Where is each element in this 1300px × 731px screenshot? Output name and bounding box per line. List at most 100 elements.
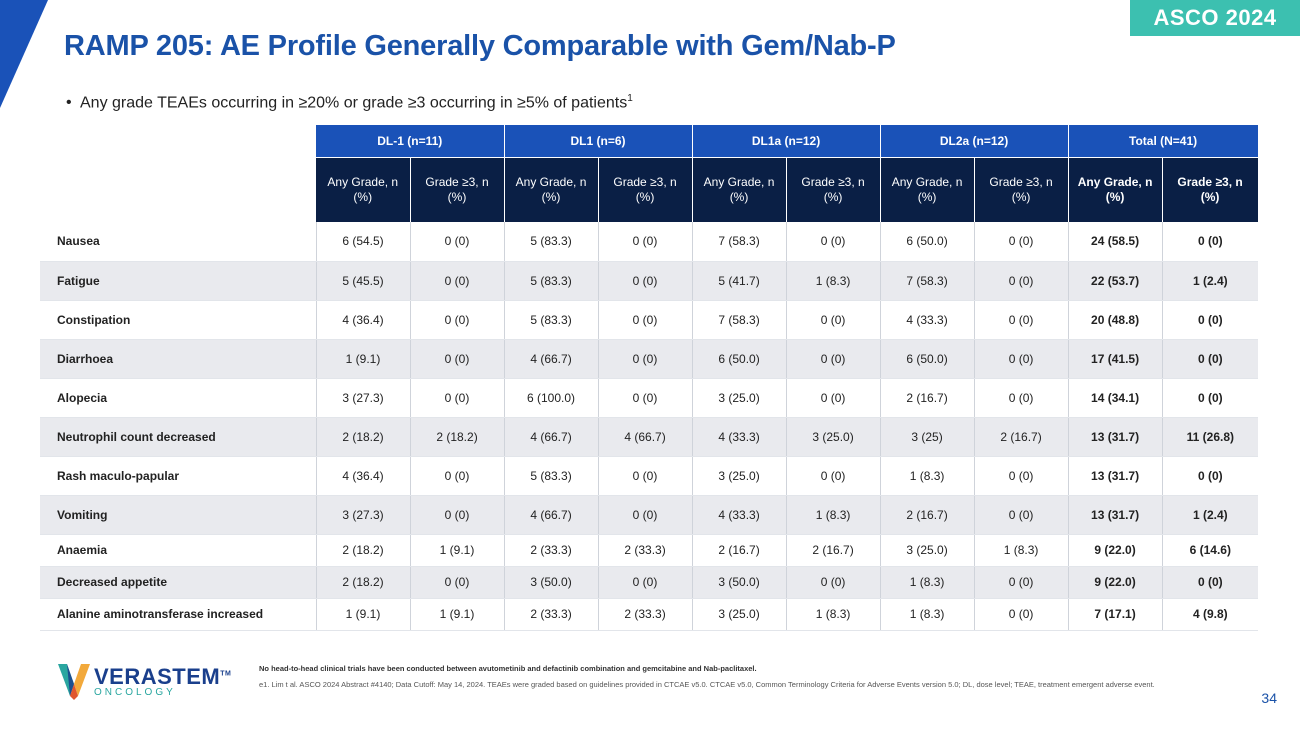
table-cell: 0 (0) <box>974 300 1069 340</box>
table-cell: 4 (33.3) <box>880 300 975 340</box>
table-cell: 0 (0) <box>410 566 505 599</box>
table-cell: 2 (16.7) <box>974 417 1069 457</box>
table-cell: 1 (8.3) <box>880 566 975 599</box>
table-row: Alanine aminotransferase increased 1 (9.1… <box>40 598 1259 631</box>
table-cell: 0 (0) <box>786 222 881 262</box>
table-cell: 3 (25) <box>880 417 975 457</box>
row-label: Alanine aminotransferase increased <box>40 598 317 631</box>
table-cell: 0 (0) <box>598 495 693 535</box>
table-row: Rash maculo-papular 4 (36.4) 0 (0) 5 (83.3)… <box>40 456 1259 496</box>
conference-badge: ASCO 2024 <box>1130 0 1300 36</box>
table-cell: 4 (66.7) <box>504 417 599 457</box>
row-label: Constipation <box>40 300 317 340</box>
table-cell: 2 (18.2) <box>316 534 411 567</box>
logo-tm: TM <box>220 670 232 678</box>
sub-header-any-grade: Any Grade, n (%) <box>1068 156 1163 222</box>
row-label: Rash maculo-papular <box>40 456 317 496</box>
page-number: 34 <box>1261 690 1277 706</box>
table-cell: 0 (0) <box>974 378 1069 418</box>
footnote: No head-to-head clinical trials have bee… <box>259 664 757 673</box>
sub-header-any-grade: Any Grade, n (%) <box>316 156 411 222</box>
adverse-events-table: DL-1 (n=11) DL1 (n=6) DL1a (n=12) DL2a (… <box>40 125 1259 631</box>
table-cell: 3 (25.0) <box>692 456 787 496</box>
table-cell: 0 (0) <box>974 339 1069 379</box>
table-cell: 4 (36.4) <box>316 300 411 340</box>
table-cell: 5 (83.3) <box>504 222 599 262</box>
table-cell: 5 (83.3) <box>504 261 599 301</box>
group-header: DL1a (n=12) <box>692 125 881 157</box>
sub-header-any-grade: Any Grade, n (%) <box>692 156 787 222</box>
table-cell: 9 (22.0) <box>1068 566 1163 599</box>
table-cell: 6 (54.5) <box>316 222 411 262</box>
table-cell: 4 (9.8) <box>1162 598 1259 631</box>
table-cell: 0 (0) <box>410 378 505 418</box>
table-cell: 7 (58.3) <box>692 300 787 340</box>
row-label: Diarrhoea <box>40 339 317 379</box>
table-cell: 0 (0) <box>1162 378 1259 418</box>
table-cell: 0 (0) <box>974 261 1069 301</box>
table-cell: 6 (14.6) <box>1162 534 1259 567</box>
reference-note: e1. Lim t al. ASCO 2024 Abstract #4140; … <box>259 680 1155 689</box>
table-cell: 24 (58.5) <box>1068 222 1163 262</box>
sub-header-grade3: Grade ≥3, n (%) <box>598 156 693 222</box>
table-cell: 0 (0) <box>786 300 881 340</box>
table-cell: 0 (0) <box>1162 566 1259 599</box>
slide-title: RAMP 205: AE Profile Generally Comparabl… <box>64 30 896 62</box>
group-header: Total (N=41) <box>1068 125 1259 157</box>
table-sub-header-row: Any Grade, n (%) Grade ≥3, n (%) Any Grade… <box>40 156 1259 222</box>
table-cell: 0 (0) <box>1162 456 1259 496</box>
table-cell: 2 (33.3) <box>598 598 693 631</box>
table-cell: 20 (48.8) <box>1068 300 1163 340</box>
table-cell: 4 (33.3) <box>692 417 787 457</box>
row-label: Decreased appetite <box>40 566 317 599</box>
table-cell: 3 (27.3) <box>316 378 411 418</box>
table-row: Anaemia 2 (18.2) 1 (9.1) 2 (33.3) 2 (33.3) 2 … <box>40 534 1259 567</box>
table-cell: 5 (83.3) <box>504 456 599 496</box>
table-cell: 0 (0) <box>974 222 1069 262</box>
table-cell: 5 (83.3) <box>504 300 599 340</box>
table-cell: 0 (0) <box>410 456 505 496</box>
table-cell: 4 (66.7) <box>504 495 599 535</box>
table-cell: 9 (22.0) <box>1068 534 1163 567</box>
table-cell: 7 (17.1) <box>1068 598 1163 631</box>
table-cell: 2 (18.2) <box>410 417 505 457</box>
table-cell: 1 (8.3) <box>974 534 1069 567</box>
table-cell: 3 (25.0) <box>880 534 975 567</box>
table-cell: 1 (2.4) <box>1162 495 1259 535</box>
table-cell: 5 (45.5) <box>316 261 411 301</box>
table-cell: 0 (0) <box>598 378 693 418</box>
table-cell: 22 (53.7) <box>1068 261 1163 301</box>
table-cell: 6 (50.0) <box>880 339 975 379</box>
table-row: Vomiting 3 (27.3) 0 (0) 4 (66.7) 0 (0) 4 (33.… <box>40 495 1259 535</box>
table-cell: 0 (0) <box>974 598 1069 631</box>
table-cell: 2 (33.3) <box>598 534 693 567</box>
table-cell: 3 (50.0) <box>692 566 787 599</box>
table-cell: 4 (66.7) <box>598 417 693 457</box>
table-cell: 13 (31.7) <box>1068 456 1163 496</box>
table-cell: 14 (34.1) <box>1068 378 1163 418</box>
logo-word: VERASTEM <box>94 664 221 689</box>
table-cell: 17 (41.5) <box>1068 339 1163 379</box>
table-cell: 4 (36.4) <box>316 456 411 496</box>
table-cell: 1 (9.1) <box>410 534 505 567</box>
table-cell: 2 (16.7) <box>880 378 975 418</box>
table-row: Fatigue 5 (45.5) 0 (0) 5 (83.3) 0 (0) 5 (41.7… <box>40 261 1259 301</box>
verastem-v-icon <box>58 664 90 700</box>
table-cell: 0 (0) <box>598 261 693 301</box>
row-label: Alopecia <box>40 378 317 418</box>
row-label: Fatigue <box>40 261 317 301</box>
bullet-point: • Any grade TEAEs occurring in ≥20% or gr… <box>66 93 633 112</box>
table-cell: 6 (50.0) <box>692 339 787 379</box>
table-cell: 0 (0) <box>786 339 881 379</box>
table-cell: 0 (0) <box>974 456 1069 496</box>
table-cell: 13 (31.7) <box>1068 495 1163 535</box>
table-cell: 4 (33.3) <box>692 495 787 535</box>
table-cell: 0 (0) <box>1162 300 1259 340</box>
table-body: Nausea 6 (54.5) 0 (0) 5 (83.3) 0 (0) 7 (58.3)… <box>40 222 1259 631</box>
table-cell: 0 (0) <box>410 495 505 535</box>
table-cell: 6 (50.0) <box>880 222 975 262</box>
table-cell: 0 (0) <box>598 222 693 262</box>
group-header: DL1 (n=6) <box>504 125 693 157</box>
table-row: Alopecia 3 (27.3) 0 (0) 6 (100.0) 0 (0) 3 (25… <box>40 378 1259 418</box>
table-cell: 0 (0) <box>974 495 1069 535</box>
